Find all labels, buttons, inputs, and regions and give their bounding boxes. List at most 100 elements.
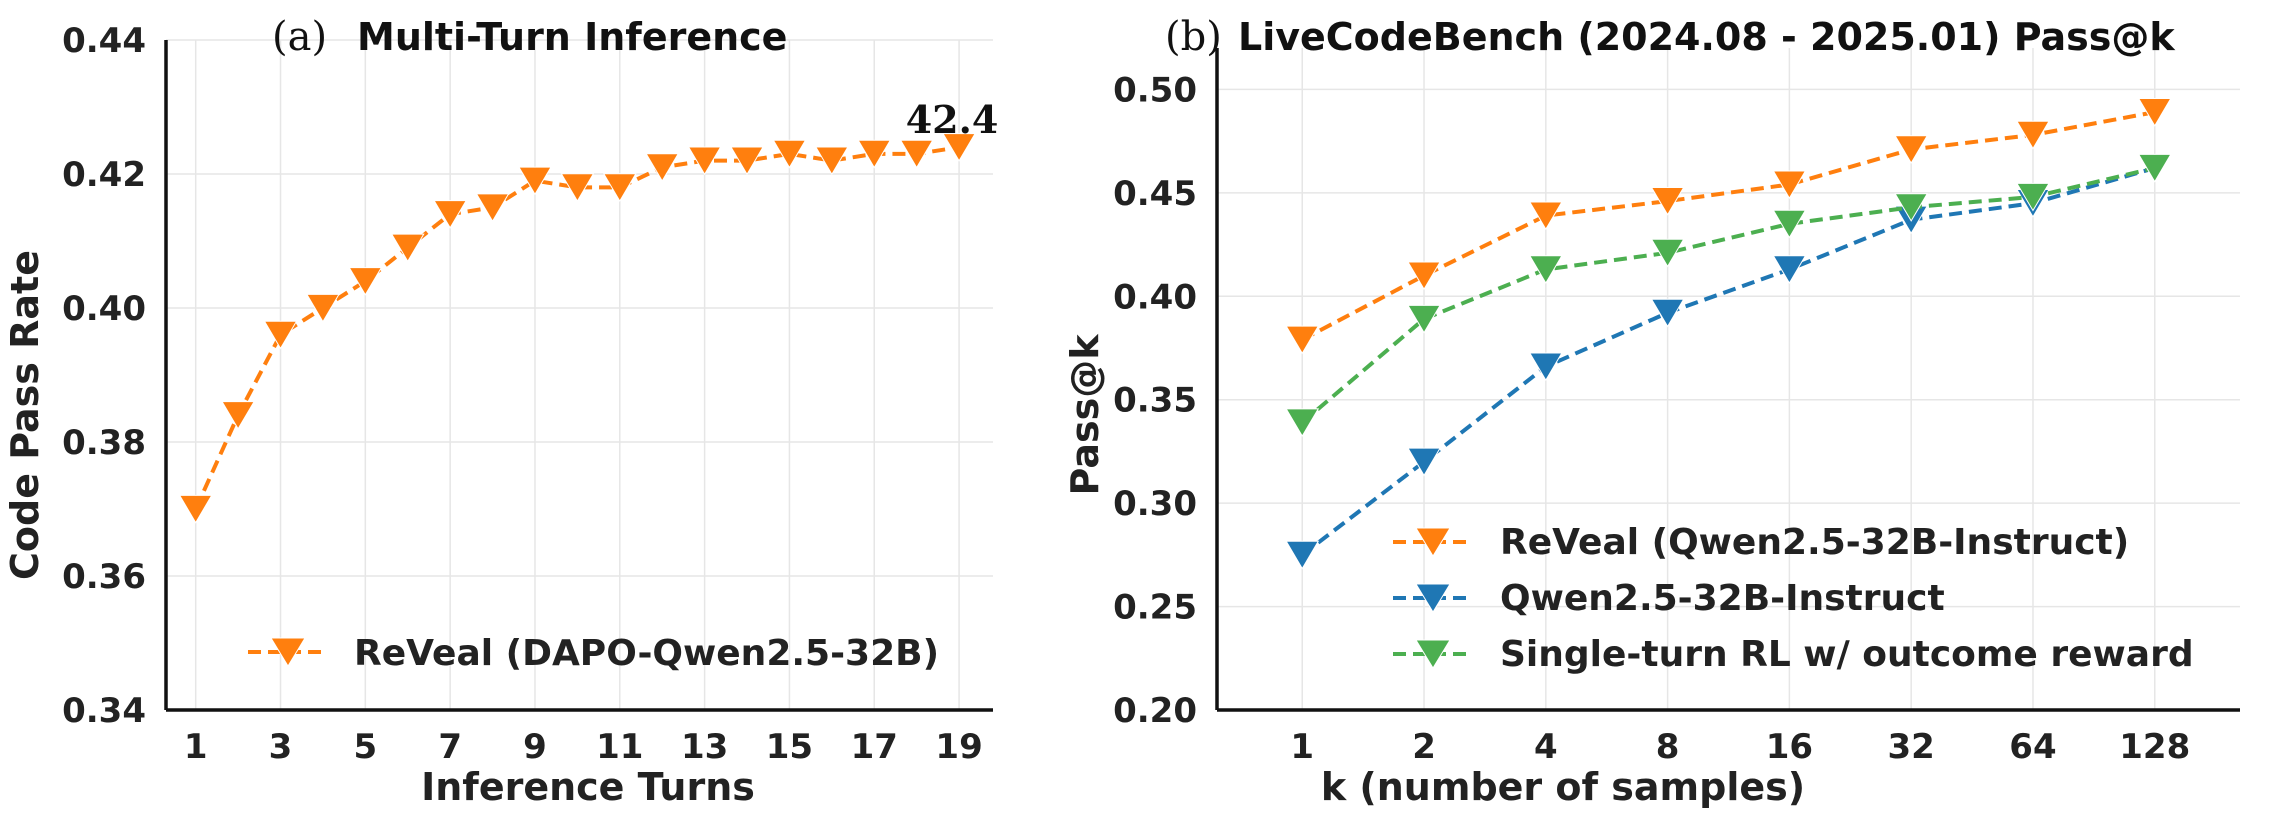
b-ytick-label: 0.40 bbox=[1113, 277, 1197, 317]
a-xtick-label: 13 bbox=[681, 727, 728, 767]
a-series-point-0 bbox=[475, 193, 510, 223]
panel-b-letter: (b) bbox=[1165, 14, 1222, 60]
panel-b-legend-marker-qwen bbox=[1415, 583, 1451, 613]
panel-b-legend: ReVeal (Qwen2.5-32B-Instruct) Qwen2.5-32… bbox=[1393, 522, 2194, 675]
b-ytick-label: 0.25 bbox=[1113, 588, 1197, 628]
a-xtick-label: 9 bbox=[523, 727, 547, 767]
b-xtick-label: 128 bbox=[2119, 727, 2190, 767]
panel-b-legend-entry-qwen: Qwen2.5-32B-Instruct bbox=[1393, 578, 1945, 619]
a-ytick-label: 0.42 bbox=[62, 155, 146, 195]
panel-a-legend-label: ReVeal (DAPO-Qwen2.5-32B) bbox=[354, 633, 939, 674]
panel-a-legend-marker bbox=[270, 637, 306, 667]
a-series-point-0 bbox=[645, 153, 680, 182]
panel-b-legend-label-qwen: Qwen2.5-32B-Instruct bbox=[1500, 578, 1945, 619]
panel-b-legend-entry-reveal: ReVeal (Qwen2.5-32B-Instruct) bbox=[1393, 522, 2129, 563]
a-series-point-0 bbox=[857, 139, 892, 169]
panel-a-letter: (a) bbox=[272, 14, 327, 60]
b-series-point-1 bbox=[1528, 352, 1563, 382]
a-xtick-label: 5 bbox=[353, 727, 377, 767]
panel-b-legend-label-reveal: ReVeal (Qwen2.5-32B-Instruct) bbox=[1500, 522, 2129, 563]
panel-b-legend-marker-reveal bbox=[1415, 527, 1451, 557]
b-xtick-label: 64 bbox=[2009, 727, 2056, 767]
b-series-point-2 bbox=[1528, 255, 1563, 284]
b-series-point-0 bbox=[2137, 98, 2172, 127]
b-series-point-0 bbox=[1772, 170, 1807, 200]
a-series-point-0 bbox=[730, 146, 764, 176]
panel-a-axes: 0.340.360.380.400.420.441 3 5 7 9 11 13 15 17 19 bbox=[62, 21, 993, 767]
a-xtick-label: 7 bbox=[438, 727, 462, 767]
a-xtick-label: 1 bbox=[184, 727, 208, 767]
a-series-point-0 bbox=[518, 166, 552, 196]
b-series-point-0 bbox=[1407, 261, 1441, 291]
a-xtick-label: 3 bbox=[269, 727, 293, 767]
a-ytick-label: 0.38 bbox=[62, 423, 146, 463]
panel-b-xlabel: k (number of samples) bbox=[1321, 765, 1805, 809]
a-ytick-label: 0.44 bbox=[62, 21, 146, 61]
a-series-point-0 bbox=[814, 146, 849, 176]
b-series-point-2 bbox=[2137, 153, 2172, 183]
b-series-line-1 bbox=[1301, 166, 2156, 557]
panel-b-series bbox=[1285, 98, 2172, 570]
panel-b-title: LiveCodeBench (2024.08 - 2025.01) Pass@k bbox=[1238, 15, 2175, 59]
b-series-line-0 bbox=[1301, 110, 2156, 342]
a-xtick-label: 15 bbox=[766, 727, 813, 767]
panel-b: 0.20 0.25 0.30 0.35 0.40 0.45 0.50 1 2 4 8 16 32 64 12… bbox=[1063, 14, 2240, 809]
a-series-point-0 bbox=[348, 267, 383, 296]
panel-a-annotation: 42.4 bbox=[906, 97, 999, 142]
b-xtick-label: 16 bbox=[1766, 727, 1813, 767]
b-ytick-label: 0.30 bbox=[1113, 484, 1197, 524]
a-ytick-label: 0.40 bbox=[62, 289, 146, 329]
a-series-point-0 bbox=[178, 494, 213, 524]
panel-a-ylabel: Code Pass Rate bbox=[3, 250, 47, 580]
b-series-point-1 bbox=[1650, 298, 1685, 328]
b-series-point-0 bbox=[1894, 135, 1929, 164]
b-series-point-1 bbox=[1407, 447, 1441, 477]
panel-b-legend-label-singleturn: Single-turn RL w/ outcome reward bbox=[1500, 634, 2194, 675]
b-ytick-label: 0.45 bbox=[1113, 174, 1197, 214]
a-xtick-label: 11 bbox=[596, 727, 643, 767]
a-series-point-0 bbox=[687, 146, 722, 176]
panel-b-ylabel: Pass@k bbox=[1063, 334, 1107, 496]
a-ytick-label: 0.36 bbox=[62, 557, 146, 597]
b-series-point-1 bbox=[1772, 255, 1807, 284]
panel-b-grid bbox=[1217, 48, 2240, 711]
b-ytick-label: 0.35 bbox=[1113, 381, 1197, 421]
b-series-point-2 bbox=[1285, 408, 1320, 438]
b-xtick-label: 2 bbox=[1412, 727, 1436, 767]
a-series-point-0 bbox=[602, 173, 637, 202]
b-series-point-0 bbox=[1285, 325, 1320, 355]
panel-a-series bbox=[178, 133, 976, 524]
b-series-point-2 bbox=[1894, 193, 1929, 222]
a-series-point-0 bbox=[560, 173, 595, 202]
a-series-point-0 bbox=[306, 293, 340, 323]
b-series-point-2 bbox=[1772, 209, 1807, 239]
panel-a-legend: ReVeal (DAPO-Qwen2.5-32B) bbox=[248, 633, 939, 674]
panel-b-legend-marker-singleturn bbox=[1415, 639, 1451, 669]
a-series-point-0 bbox=[390, 233, 425, 263]
b-xtick-label: 8 bbox=[1656, 727, 1680, 767]
a-ytick-label: 0.34 bbox=[62, 691, 146, 731]
a-xtick-label: 17 bbox=[851, 727, 898, 767]
panel-a-xlabel: Inference Turns bbox=[421, 765, 755, 809]
a-series-point-0 bbox=[899, 139, 934, 169]
a-series-point-0 bbox=[433, 200, 468, 229]
a-series-point-0 bbox=[221, 401, 255, 430]
panel-b-legend-entry-singleturn: Single-turn RL w/ outcome reward bbox=[1393, 634, 2194, 675]
b-series-point-2 bbox=[1650, 238, 1685, 268]
b-ytick-label: 0.20 bbox=[1113, 691, 1197, 731]
b-series-point-0 bbox=[1650, 186, 1685, 216]
b-xtick-label: 32 bbox=[1888, 727, 1935, 767]
b-series-point-1 bbox=[1285, 540, 1320, 570]
a-series-point-0 bbox=[772, 139, 807, 169]
b-xtick-label: 1 bbox=[1290, 727, 1314, 767]
b-series-point-2 bbox=[2016, 182, 2050, 212]
b-xtick-label: 4 bbox=[1534, 727, 1558, 767]
b-ytick-label: 0.50 bbox=[1113, 70, 1197, 110]
b-series-point-0 bbox=[1528, 201, 1563, 231]
b-series-line-2 bbox=[1301, 166, 2156, 424]
panel-a-title: Multi-Turn Inference bbox=[357, 15, 787, 59]
a-series-point-0 bbox=[942, 133, 976, 162]
panel-b-axes: 0.20 0.25 0.30 0.35 0.40 0.45 0.50 1 2 4 8 16 32 64 12… bbox=[1113, 48, 2240, 767]
b-series-point-0 bbox=[2016, 120, 2050, 150]
